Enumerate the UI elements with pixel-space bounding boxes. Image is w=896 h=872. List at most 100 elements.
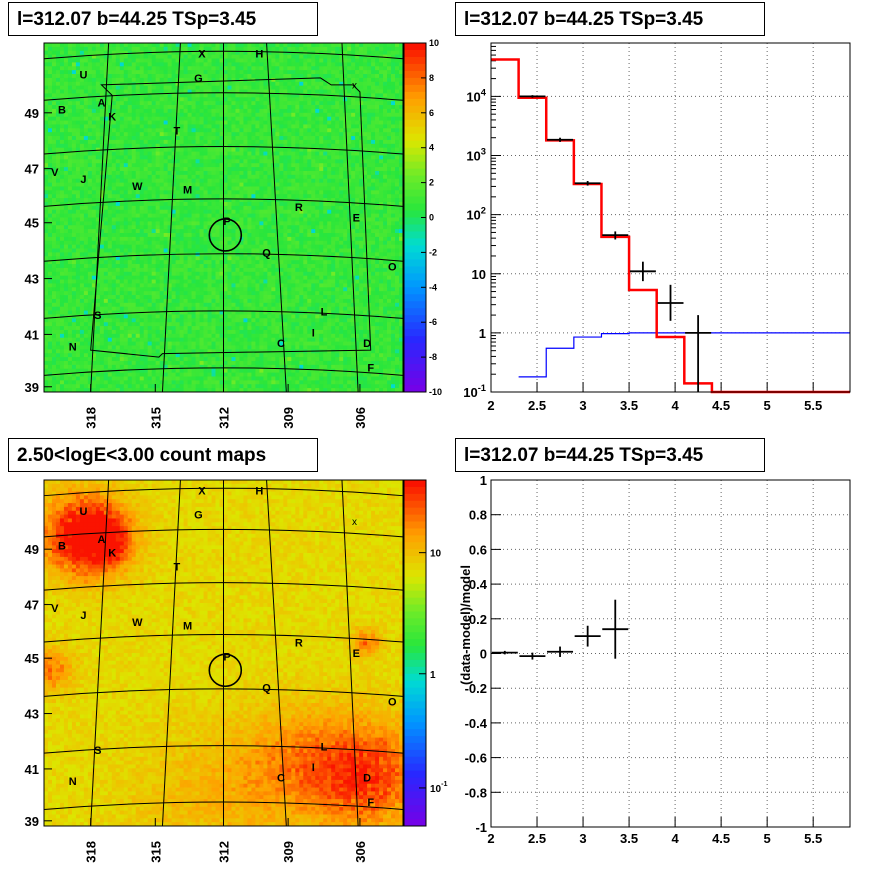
map-residual-cell bbox=[195, 132, 200, 137]
map-residual-cell bbox=[123, 43, 129, 48]
map-residual-cell bbox=[195, 322, 200, 327]
map-residual-cell bbox=[255, 213, 260, 218]
map-residual-cell bbox=[151, 360, 157, 366]
map-residual-cell bbox=[59, 136, 65, 141]
map-residual-cell bbox=[171, 283, 177, 288]
map-residual-cell bbox=[191, 89, 196, 94]
map-residual-cell bbox=[67, 116, 73, 121]
map-residual-cell bbox=[107, 205, 113, 211]
map-residual-cell bbox=[115, 85, 121, 90]
map-residual-cell bbox=[255, 178, 260, 183]
map-residual-cell bbox=[215, 314, 220, 319]
map-residual-cell bbox=[147, 116, 153, 121]
map-residual-cell bbox=[147, 291, 153, 296]
map-residual-cell bbox=[227, 295, 232, 300]
map-residual-cell bbox=[239, 205, 244, 211]
map-residual-cell bbox=[211, 260, 216, 265]
map-residual-cell bbox=[139, 62, 145, 67]
map-residual-cell bbox=[131, 248, 137, 253]
map-residual-cell bbox=[103, 108, 109, 114]
map-residual-cell bbox=[155, 50, 161, 56]
map-residual-cell bbox=[119, 198, 125, 203]
map-residual-cell bbox=[131, 213, 137, 218]
map-residual-cell bbox=[151, 349, 157, 354]
map-residual-cell bbox=[95, 376, 101, 381]
map-residual-cell bbox=[55, 201, 61, 207]
map-residual-cell bbox=[99, 89, 105, 94]
map-residual-cell bbox=[135, 159, 141, 164]
map-residual-cell bbox=[99, 372, 105, 377]
map-residual-cell bbox=[171, 124, 177, 129]
map-residual-cell bbox=[75, 248, 81, 253]
map-residual-cell bbox=[251, 112, 256, 118]
map-residual-cell bbox=[59, 244, 65, 249]
map-residual-cell bbox=[151, 217, 157, 222]
map-residual-cell bbox=[255, 244, 260, 249]
map-residual-cell bbox=[151, 337, 157, 342]
map-residual-cell bbox=[255, 240, 260, 246]
map-residual-cell bbox=[203, 143, 208, 149]
map-residual-cell bbox=[44, 101, 49, 106]
map-residual-cell bbox=[231, 97, 236, 102]
map-residual-cell bbox=[211, 256, 216, 261]
map-residual-cell bbox=[151, 322, 157, 327]
map-residual-cell bbox=[139, 287, 145, 292]
map-residual-cell bbox=[75, 136, 81, 141]
map-residual-cell bbox=[227, 136, 232, 141]
map-residual-cell bbox=[171, 151, 177, 156]
map-residual-cell bbox=[71, 364, 77, 370]
map-residual-cell bbox=[179, 236, 185, 242]
map-residual-cell bbox=[187, 124, 192, 129]
map-residual-cell bbox=[115, 326, 121, 331]
map-residual-cell bbox=[127, 240, 133, 246]
map-residual-cell bbox=[219, 85, 224, 90]
map-residual-cell bbox=[163, 349, 169, 354]
map-residual-cell bbox=[83, 132, 89, 137]
map-residual-cell bbox=[187, 349, 192, 354]
map-residual-cell bbox=[255, 198, 260, 203]
map-residual-cell bbox=[83, 221, 89, 226]
map-residual-cell bbox=[191, 279, 196, 284]
map-residual-cell bbox=[51, 120, 57, 125]
map-residual-cell bbox=[95, 267, 101, 273]
map-residual-cell bbox=[247, 93, 252, 98]
map-residual-cell bbox=[111, 120, 117, 125]
map-residual-cell bbox=[119, 326, 125, 331]
map-residual-cell bbox=[63, 46, 69, 52]
map-residual-cell bbox=[243, 147, 248, 152]
map-residual-cell bbox=[219, 120, 224, 125]
map-residual-cell bbox=[71, 97, 77, 102]
map-residual-cell bbox=[183, 217, 188, 222]
map-residual-cell bbox=[159, 357, 165, 362]
map-residual-cell bbox=[179, 201, 185, 207]
map-residual-cell bbox=[71, 240, 77, 246]
map-residual-cell bbox=[231, 267, 236, 273]
map-residual-cell bbox=[175, 287, 181, 292]
map-residual-cell bbox=[203, 384, 208, 389]
map-residual-cell bbox=[251, 364, 256, 370]
map-residual-cell bbox=[191, 170, 196, 176]
map-residual-cell bbox=[163, 147, 169, 152]
map-residual-cell bbox=[235, 120, 240, 125]
map-residual-cell bbox=[163, 128, 169, 133]
map-residual-cell bbox=[87, 302, 93, 308]
map-residual-cell bbox=[79, 186, 85, 191]
map-residual-cell bbox=[199, 97, 204, 102]
map-residual-cell bbox=[87, 217, 93, 222]
map-residual-cell bbox=[131, 194, 137, 199]
map-residual-cell bbox=[199, 260, 204, 265]
map-residual-cell bbox=[107, 240, 113, 246]
map-residual-cell bbox=[87, 66, 93, 71]
map-residual-cell bbox=[211, 70, 216, 75]
map-residual-cell bbox=[87, 178, 93, 183]
map-residual-cell bbox=[167, 46, 173, 52]
map-residual-cell bbox=[79, 353, 85, 358]
map-residual-cell bbox=[167, 54, 173, 59]
map-residual-cell bbox=[195, 178, 200, 183]
map-residual-cell bbox=[171, 345, 177, 350]
map-residual-cell bbox=[95, 302, 101, 308]
map-residual-cell bbox=[155, 139, 161, 145]
map-residual-cell bbox=[111, 318, 117, 323]
map-residual-cell bbox=[199, 333, 204, 339]
map-residual-cell bbox=[219, 136, 224, 141]
